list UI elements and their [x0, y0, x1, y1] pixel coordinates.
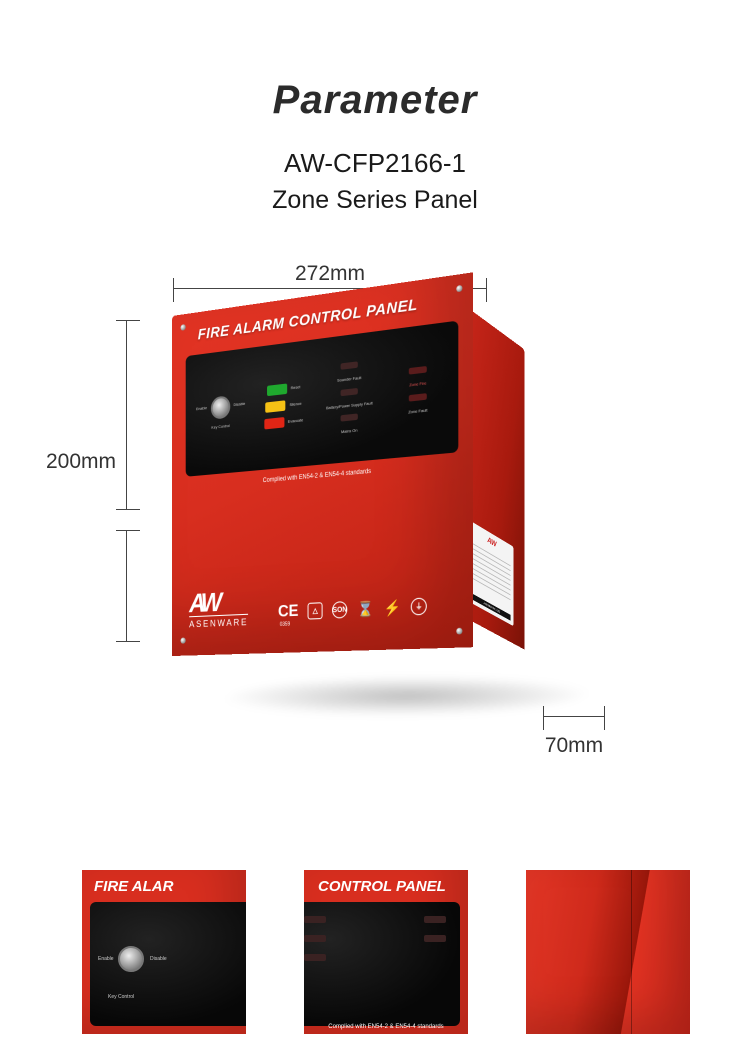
status-led-icon: [304, 935, 326, 942]
thumb1-enable: Enable: [98, 956, 114, 962]
tick-icon: [173, 278, 174, 302]
thumb2-led-col: [304, 916, 326, 963]
key-caption: Key Control: [211, 423, 229, 430]
thumbnail-1: FIRE ALAR Enable Disable Key Control: [82, 870, 246, 1034]
cert-triangle-icon: △: [308, 602, 323, 619]
status-led-icon: [341, 414, 358, 422]
cert-ce-icon: CE: [278, 602, 298, 621]
thumbnail-row: FIRE ALAR Enable Disable Key Control CON…: [82, 870, 690, 1034]
page-heading: Parameter: [0, 78, 750, 123]
tick-icon: [116, 641, 140, 642]
status-label: Sounder Fault: [337, 376, 361, 384]
tick-icon: [116, 320, 140, 321]
zone-led-icon: [409, 366, 427, 375]
button-column: Reset Silence Evacuate: [254, 350, 313, 460]
panel-edge-icon: [631, 870, 632, 1034]
key-label-enable: Enable: [196, 406, 207, 412]
cert-ce-sub: 0359: [280, 621, 290, 628]
zone-led-icon: [424, 935, 446, 942]
status-led-column: Sounder Fault Battery/Power Supply Fault…: [319, 341, 380, 454]
tick-icon: [116, 530, 140, 531]
status-led-icon: [341, 387, 358, 395]
cert-son-icon: SON: [332, 601, 347, 619]
cert-ground-icon: ⏚: [411, 597, 427, 615]
thumbnail-2: CONTROL PANEL Complied with EN54-2 & EN5…: [304, 870, 468, 1034]
product-front-face: FIRE ALARM CONTROL PANEL Enable Disable …: [172, 272, 473, 656]
dimension-height-label: 200mm: [46, 450, 116, 474]
zone-led-icon: [409, 393, 427, 401]
tick-icon: [486, 278, 487, 302]
dimension-depth: 70mm: [543, 716, 605, 717]
certification-row: CE 0359 △ SON ⌛ ⚡ ⏚: [278, 595, 454, 622]
rivet-icon: [456, 628, 462, 635]
side-spec-label: AW ASENWARE LTD: [470, 520, 514, 626]
evacuate-label: Evacuate: [288, 418, 303, 425]
status-label: Mains On: [341, 429, 357, 436]
status-label: Battery/Power Supply Fault: [326, 401, 372, 411]
thumbnail-3: [526, 870, 690, 1034]
key-label-disable: Disable: [233, 402, 245, 408]
product-shadow: [210, 676, 603, 716]
silence-button-icon: [266, 400, 286, 413]
product-subtitle: Zone Series Panel: [0, 186, 750, 215]
dimension-depth-label: 70mm: [535, 734, 613, 758]
brand-block: AW ASENWARE: [189, 590, 248, 629]
side-label-footer: ASENWARE LTD: [473, 594, 511, 621]
thumb2-title: CONTROL PANEL: [304, 878, 468, 895]
tick-icon: [604, 706, 605, 730]
thumb2-panel: [304, 902, 460, 1026]
key-switch-icon: [210, 395, 229, 420]
status-led-icon: [341, 361, 358, 369]
zone-led-icon: [424, 916, 446, 923]
thumb2-compliance: Complied with EN54-2 & EN54-4 standards: [304, 1024, 468, 1030]
cert-hourglass-icon: ⌛: [357, 599, 374, 618]
key-switch-icon: [118, 946, 144, 972]
reset-label: Reset: [291, 385, 301, 391]
silence-label: Silence: [289, 401, 301, 407]
product-side-face: AW ASENWARE LTD: [464, 305, 524, 649]
tick-icon: [116, 509, 140, 510]
model-number: AW-CFP2166-1: [0, 148, 750, 179]
rivet-icon: [181, 324, 186, 331]
zone-fault-label: Zone Fault: [408, 408, 427, 415]
thumb1-disable: Disable: [150, 956, 167, 962]
evacuate-button-icon: [264, 417, 284, 429]
rivet-icon: [181, 638, 186, 644]
side-brand-logo: AW: [487, 535, 496, 549]
thumb2-led-col: [424, 916, 446, 944]
thumb1-title: FIRE ALAR: [94, 878, 173, 895]
cert-bolt-icon: ⚡: [384, 598, 401, 617]
dimension-height-upper: [126, 320, 127, 510]
key-control-column: Enable Disable Key Control: [193, 358, 249, 466]
reset-button-icon: [267, 383, 287, 396]
product-render: AW ASENWARE LTD FIRE ALARM CONTROL PANEL…: [172, 306, 592, 696]
dimension-height-lower: [126, 530, 127, 642]
status-led-icon: [304, 916, 326, 923]
control-black-panel: Enable Disable Key Control Reset Silence…: [186, 321, 459, 477]
zone-led-column: Zone Fire Zone Fault: [386, 333, 450, 448]
side-spec-rows: [473, 539, 511, 600]
compliance-text: Complied with EN54-2 & EN54-4 standards: [186, 461, 459, 491]
thumb1-caption: Key Control: [108, 994, 134, 1000]
thumb1-panel: Enable Disable Key Control: [90, 902, 246, 1026]
zone-fire-label: Zone Fire: [409, 381, 426, 388]
status-led-icon: [304, 954, 326, 961]
brand-logo: AW: [189, 590, 248, 614]
